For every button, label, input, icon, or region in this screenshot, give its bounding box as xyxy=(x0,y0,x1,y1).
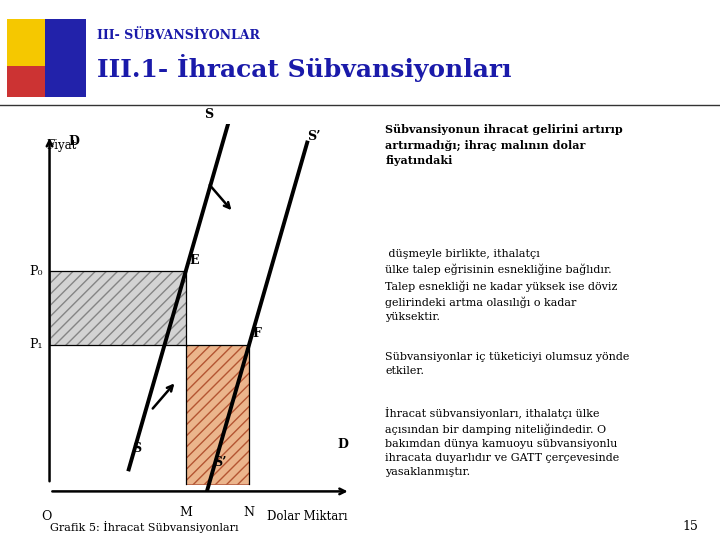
Text: Fiyat: Fiyat xyxy=(46,139,76,152)
Text: S’: S’ xyxy=(213,456,227,469)
Text: D: D xyxy=(68,135,79,148)
Text: III.1- İhracat Sübvansiyonları: III.1- İhracat Sübvansiyonları xyxy=(97,54,512,82)
Text: S: S xyxy=(204,107,213,120)
Text: 15: 15 xyxy=(683,520,698,533)
Text: E: E xyxy=(189,254,199,267)
Text: İhracat sübvansiyonları, ithalatçı ülke
açısından bir damping niteliğindedir. O
: İhracat sübvansiyonları, ithalatçı ülke … xyxy=(385,407,619,477)
Text: D: D xyxy=(338,438,348,451)
Text: O: O xyxy=(41,510,52,523)
Text: Dolar Miktarı: Dolar Miktarı xyxy=(267,510,347,523)
Text: düşmeyle birlikte, ithalatçı
ülke talep eğrisinin esnekliğine bağlıdır.
Talep es: düşmeyle birlikte, ithalatçı ülke talep … xyxy=(385,249,618,322)
Text: Sübvansiyonlar iç tüketiciyi olumsuz yönde
etkiler.: Sübvansiyonlar iç tüketiciyi olumsuz yön… xyxy=(385,352,629,376)
Text: III- SÜBVANSİYONLAR: III- SÜBVANSİYONLAR xyxy=(97,29,260,42)
Text: S: S xyxy=(132,442,141,455)
Text: P₀: P₀ xyxy=(30,265,43,278)
Text: P₁: P₁ xyxy=(30,338,43,351)
Text: Grafik 5: İhracat Sübvansiyonları: Grafik 5: İhracat Sübvansiyonları xyxy=(50,521,239,532)
Text: F: F xyxy=(252,327,261,340)
Text: N: N xyxy=(243,506,255,519)
Bar xyxy=(50,271,186,345)
Text: M: M xyxy=(179,506,192,519)
Bar xyxy=(186,345,249,484)
Text: Sübvansiyonun ihracat gelirini artırıp
artırmadığı; ihraç malının dolar
fiyatınd: Sübvansiyonun ihracat gelirini artırıp a… xyxy=(385,124,623,166)
Text: S’: S’ xyxy=(307,130,320,143)
